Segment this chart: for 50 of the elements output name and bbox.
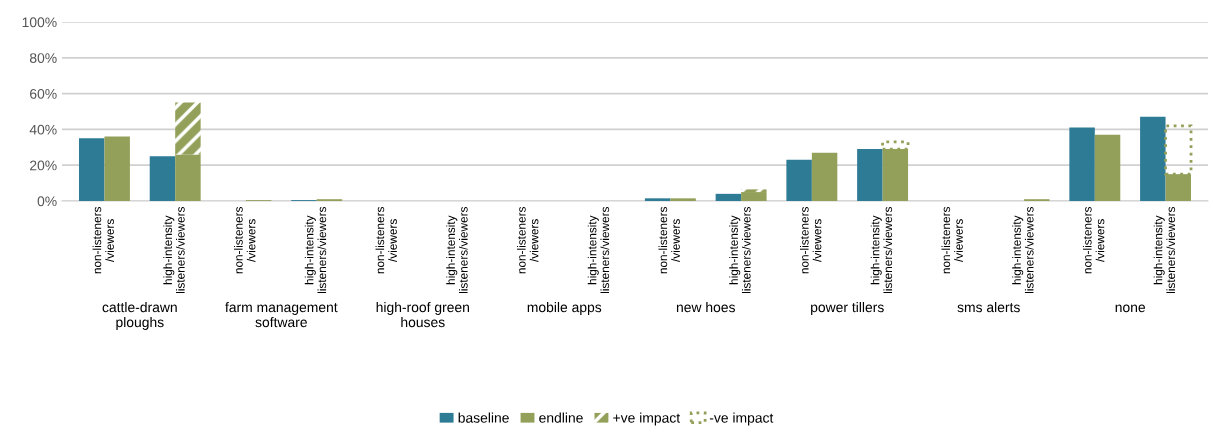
text: new hoes (676, 302, 735, 313)
legend-label: -ve impact (709, 412, 774, 426)
x-tick-label: non-listeners /viewers (941, 206, 963, 274)
x-tick-label: high-intensity listeners/viewers (1012, 206, 1034, 294)
bar (175, 102, 201, 155)
x-tick-label: non-listeners /viewers (375, 206, 397, 274)
bar (175, 154, 201, 201)
x-tick-label: high-intensity listeners/viewers (446, 206, 468, 294)
bar (670, 198, 696, 201)
text: mobile apps (527, 302, 602, 315)
x-tick-label: high-intensity listeners/viewers (870, 206, 893, 294)
text: cattle-drawn ploughs (102, 302, 177, 330)
x-tick-label: non-listeners /viewers (92, 206, 114, 274)
bar (1094, 134, 1121, 201)
y-tick-label: 20% (30, 160, 57, 171)
x-tick-label: non-listeners /viewers (234, 206, 256, 274)
bar (149, 156, 176, 201)
x-tick-label: high-intensity listeners/viewers (163, 206, 185, 294)
x-tick-label: non-listeners /viewers (799, 206, 822, 274)
y-tick-label: 0% (37, 196, 57, 207)
text: power tillers (811, 302, 884, 315)
bar (741, 192, 767, 201)
legend-label: endline (539, 412, 583, 423)
y-tick-label: 40% (29, 124, 57, 135)
bar (857, 149, 883, 201)
legend-label: +ve impact (613, 412, 681, 426)
bar (104, 136, 130, 201)
x-tick-label: non-listeners /viewers (658, 206, 680, 274)
x-tick-label: non-listeners /viewers (1082, 206, 1105, 274)
y-tick-label: 100% (22, 17, 57, 28)
text: none (1115, 304, 1146, 313)
x-tick-label: high-intensity listeners/viewers (729, 206, 751, 294)
legend-label: baseline (458, 412, 509, 423)
x-tick-label: non-listeners /viewers (517, 206, 539, 274)
text: farm management software (225, 302, 338, 328)
bar (786, 159, 812, 201)
bar (741, 189, 767, 193)
bar (1069, 127, 1095, 201)
bar (78, 138, 105, 201)
x-tick-label: high-intensity listeners/viewers (587, 206, 610, 294)
bar (1140, 116, 1166, 201)
x-tick-label: high-intensity listeners/viewers (304, 206, 327, 294)
x-tick-label: high-intensity listeners/viewers (1153, 206, 1176, 294)
bar (715, 193, 742, 201)
bar (644, 198, 671, 201)
text: sms alerts (957, 302, 1020, 313)
bar (811, 152, 838, 201)
y-tick-label: 80% (29, 53, 57, 63)
y-tick-label: 60% (30, 88, 57, 99)
text: high-roof green houses (376, 302, 469, 328)
